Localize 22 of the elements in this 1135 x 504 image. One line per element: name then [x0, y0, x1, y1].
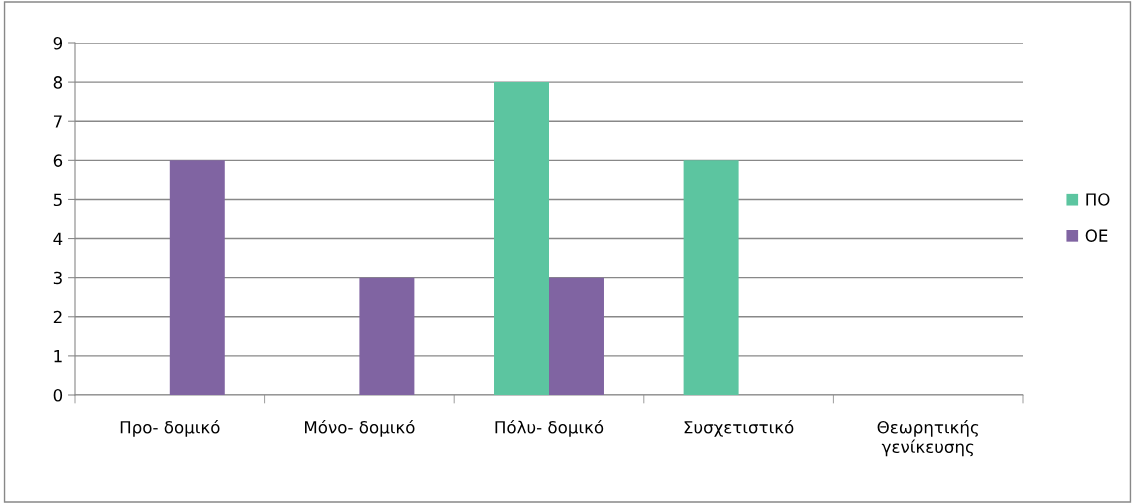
y-tick-label: 0 [53, 388, 63, 402]
legend-label: ΠΟ [1086, 193, 1110, 206]
y-tick-label: 1 [54, 350, 62, 363]
y-tick-label: 5 [53, 193, 62, 207]
x-tick-label: Θεωρητικής γενίκευσης [877, 420, 979, 457]
bar [683, 160, 739, 395]
x-tick-label: Συσχετιστικό [684, 420, 794, 437]
y-tick-label: 6 [53, 154, 63, 167]
y-tick-label: 2 [53, 310, 62, 324]
x-tick-label: Μόνο- δομικό [305, 420, 415, 437]
x-tick-label: Προ- δομικό [120, 420, 220, 437]
y-tick-label: 9 [53, 36, 63, 50]
bar [494, 82, 549, 395]
bar [359, 277, 415, 395]
y-tick-label: 7 [53, 115, 62, 128]
y-tick-label: 8 [53, 76, 63, 89]
y-tick-label: 3 [53, 271, 62, 285]
legend-label: ΟΕ [1085, 229, 1108, 242]
bar [169, 160, 225, 395]
bar [549, 277, 604, 395]
x-tick-label: Πόλυ- δομικό [495, 420, 604, 437]
y-tick-label: 4 [53, 232, 63, 245]
